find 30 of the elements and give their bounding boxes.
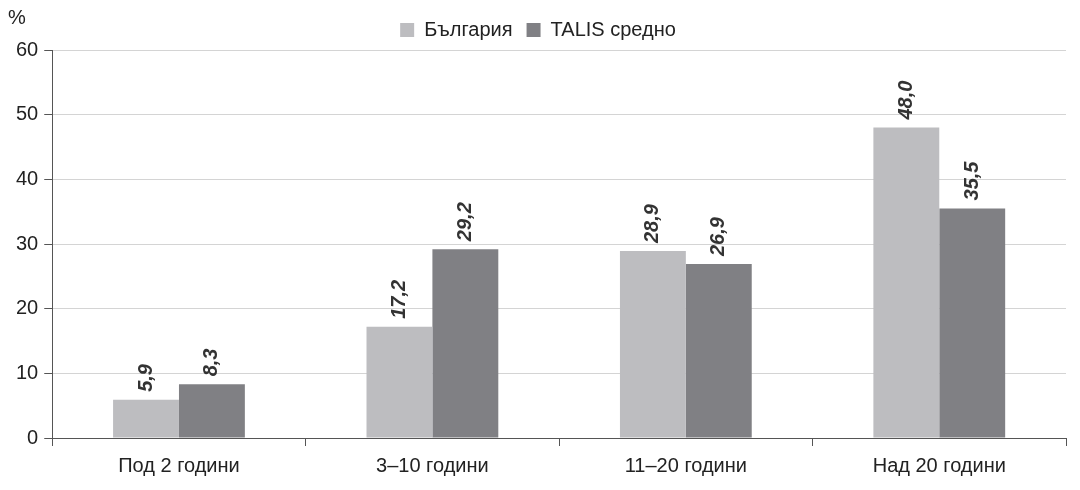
legend-label: TALIS средно (550, 17, 676, 40)
bar (873, 127, 940, 438)
y-tick-label: 60 (16, 37, 39, 60)
data-label: 8,3 (199, 348, 222, 377)
data-label: 5,9 (133, 363, 156, 392)
bar (685, 264, 752, 438)
bar (939, 208, 1006, 438)
bar (113, 399, 179, 438)
y-tick-label: 50 (16, 102, 39, 125)
x-tick-label: 11–20 години (624, 453, 747, 476)
y-tick-label: 40 (16, 166, 39, 189)
x-tick-label: Над 20 години (872, 453, 1006, 476)
x-tick-label: 3–10 години (376, 453, 489, 476)
data-label: 48,0 (893, 80, 916, 121)
data-label: 17,2 (386, 279, 409, 319)
legend-label: България (424, 17, 513, 40)
data-label: 29,2 (452, 202, 475, 243)
data-label: 35,5 (959, 160, 982, 201)
y-tick-label: 0 (27, 425, 39, 448)
y-tick-label: 20 (16, 296, 39, 319)
data-label: 28,9 (640, 203, 663, 245)
y-tick-label: 10 (16, 360, 39, 383)
bar (178, 384, 245, 438)
x-tick-label: Под 2 години (118, 453, 240, 476)
bar (366, 326, 433, 438)
data-label: 26,9 (706, 216, 729, 258)
bar (432, 249, 499, 438)
y-tick-label: 30 (16, 231, 39, 254)
y-axis-title: % (8, 5, 26, 28)
bar (619, 251, 686, 438)
